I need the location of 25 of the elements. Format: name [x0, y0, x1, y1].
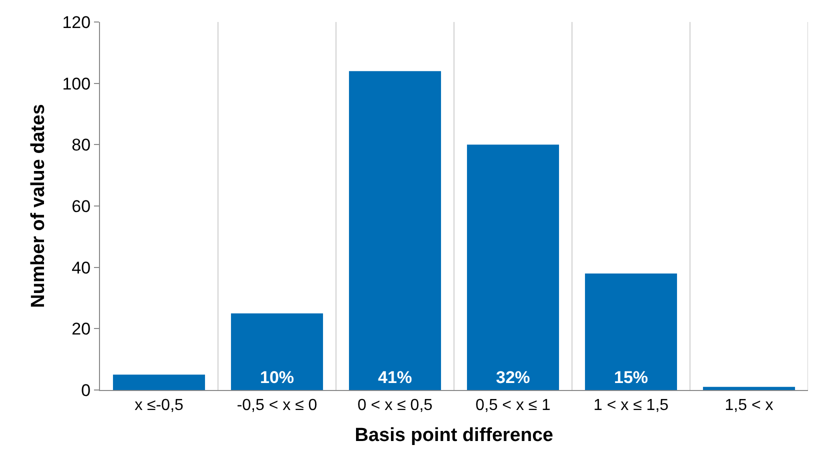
bar [230, 313, 324, 390]
annotation: 41% [378, 368, 412, 387]
bar [702, 386, 796, 390]
y-tick-label: 40 [72, 258, 91, 278]
y-tick-label: 0 [81, 380, 91, 400]
x-tick-label: 0 < x ≤ 0,5 [357, 397, 433, 414]
y-tick-label: 80 [72, 136, 91, 155]
x-tick-label: 0,5 < x ≤ 1 [475, 397, 551, 414]
y-tick-label: 60 [72, 196, 91, 216]
y-tick-label: 100 [62, 74, 91, 94]
bar [112, 374, 206, 390]
annotation: 32% [496, 368, 530, 387]
y-tick-label: 120 [62, 12, 91, 32]
x-axis-title: Basis point difference [354, 425, 554, 446]
y-tick-label: 20 [72, 320, 91, 339]
y-axis-title: Number of value dates [28, 104, 50, 308]
x-tick-label: 1,5 < x [724, 397, 774, 414]
x-tick-label: x ≤-0,5 [134, 397, 184, 414]
bar [466, 144, 560, 390]
bar [584, 273, 678, 390]
bar [348, 71, 442, 390]
x-tick-label: 1 < x ≤ 1,5 [593, 397, 669, 414]
x-tick-label: -0,5 < x ≤ 0 [236, 397, 318, 414]
annotation: 10% [260, 368, 294, 387]
annotation: 15% [614, 368, 648, 387]
